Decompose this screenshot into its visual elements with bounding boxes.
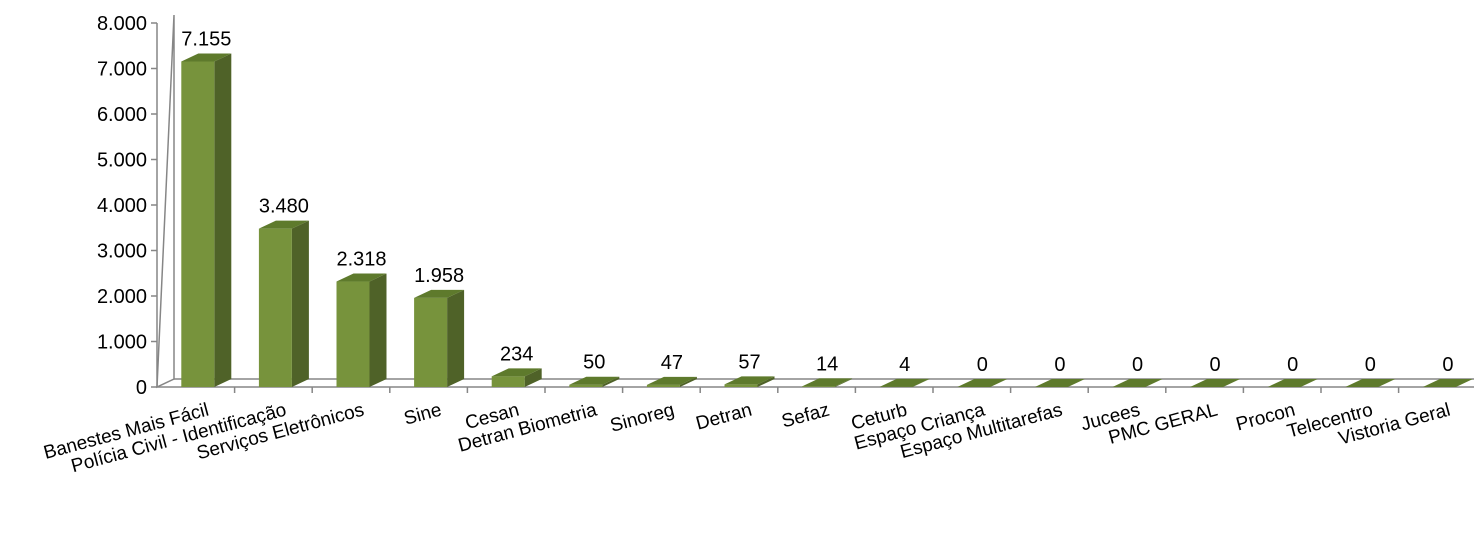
bar bbox=[802, 378, 853, 387]
data-label: 2.318 bbox=[336, 249, 386, 271]
y-tick-label: 3.000 bbox=[97, 241, 147, 263]
bar bbox=[879, 378, 930, 387]
bar-side bbox=[447, 289, 465, 387]
x-tick-label: Sine bbox=[402, 400, 444, 430]
bar-front bbox=[336, 281, 370, 387]
data-label: 0 bbox=[1365, 354, 1376, 376]
bars bbox=[181, 53, 1473, 388]
bar bbox=[569, 376, 620, 387]
bar bbox=[414, 289, 465, 387]
back-wall-edge bbox=[156, 14, 175, 389]
bar-front bbox=[724, 384, 758, 387]
bar-top bbox=[1034, 379, 1085, 387]
bar-side bbox=[369, 273, 387, 387]
bar-top bbox=[336, 273, 387, 282]
y-tick-label: 8.000 bbox=[97, 13, 147, 35]
data-label: 3.480 bbox=[259, 196, 309, 218]
bar-top bbox=[181, 53, 232, 62]
bar bbox=[724, 376, 775, 387]
bar-top bbox=[414, 289, 465, 298]
bar-front bbox=[414, 297, 448, 387]
y-tick-label: 6.000 bbox=[97, 104, 147, 126]
bar-front bbox=[802, 386, 836, 387]
data-label: 14 bbox=[816, 353, 838, 375]
bar-top bbox=[491, 368, 542, 377]
y-axis-ticks: 0 1.000 2.000 3.000 4.000 5.000 6.000 7.000 8.00… bbox=[97, 13, 157, 399]
data-label: 57 bbox=[738, 351, 760, 373]
bar-top bbox=[724, 376, 775, 385]
y-tick-label: 5.000 bbox=[97, 150, 147, 172]
y-tick-label: 7.000 bbox=[97, 59, 147, 81]
bar bbox=[491, 368, 542, 387]
bar-side bbox=[524, 368, 542, 387]
bar-front bbox=[258, 228, 292, 387]
data-label: 0 bbox=[977, 354, 988, 376]
bar bbox=[181, 53, 232, 387]
bar bbox=[1422, 379, 1473, 388]
bar bbox=[957, 379, 1008, 388]
bar-top bbox=[646, 376, 697, 385]
y-tick-label: 4.000 bbox=[97, 195, 147, 217]
data-label: 47 bbox=[661, 352, 683, 374]
y-tick-label: 2.000 bbox=[97, 286, 147, 308]
bar bbox=[336, 273, 387, 387]
data-label: 0 bbox=[1132, 354, 1143, 376]
data-label: 0 bbox=[1442, 354, 1453, 376]
data-label: 0 bbox=[1287, 354, 1298, 376]
bar-front bbox=[569, 384, 603, 387]
bar-front bbox=[181, 61, 215, 387]
x-tick-label: Sinoreg bbox=[608, 400, 677, 437]
data-label: 234 bbox=[500, 343, 533, 365]
bar bbox=[258, 220, 309, 387]
bar-top bbox=[1190, 379, 1241, 387]
bar-side bbox=[757, 376, 775, 387]
bar-front bbox=[646, 384, 680, 387]
bar bbox=[1345, 379, 1396, 388]
data-labels: 7.155 3.480 2.318 1.958 234 50 47 57 14 4 0 0 0 0 0 0 0 bbox=[181, 28, 1453, 376]
bar-front bbox=[491, 376, 525, 387]
bar-top bbox=[802, 378, 853, 387]
bar-top bbox=[1267, 379, 1318, 387]
bar-top bbox=[569, 376, 620, 385]
bar bbox=[646, 376, 697, 387]
data-label: 0 bbox=[1210, 354, 1221, 376]
bar-top bbox=[879, 378, 930, 387]
bar-side bbox=[291, 220, 309, 387]
data-label: 4 bbox=[899, 354, 910, 376]
bar bbox=[1112, 379, 1163, 388]
bar-top bbox=[1422, 379, 1473, 387]
bar bbox=[1267, 379, 1318, 388]
bar-side bbox=[912, 378, 930, 387]
bar-side bbox=[835, 378, 853, 387]
data-label: 7.155 bbox=[181, 28, 231, 50]
bar bbox=[1034, 379, 1085, 388]
bar-side bbox=[602, 376, 620, 387]
data-label: 50 bbox=[583, 352, 605, 374]
bar-top bbox=[1112, 379, 1163, 387]
x-tick-label: Sefaz bbox=[780, 400, 832, 433]
bar-top bbox=[957, 379, 1008, 387]
data-label: 1.958 bbox=[414, 265, 464, 287]
x-tick-label: Detran bbox=[694, 400, 755, 435]
bar-top bbox=[258, 220, 309, 229]
bar bbox=[1190, 379, 1241, 388]
y-tick-label: 1.000 bbox=[97, 332, 147, 354]
bar-side bbox=[214, 53, 232, 387]
data-label: 0 bbox=[1054, 354, 1065, 376]
y-tick-label: 0 bbox=[136, 377, 147, 399]
bar-top bbox=[1345, 379, 1396, 387]
bar-side bbox=[679, 376, 697, 387]
